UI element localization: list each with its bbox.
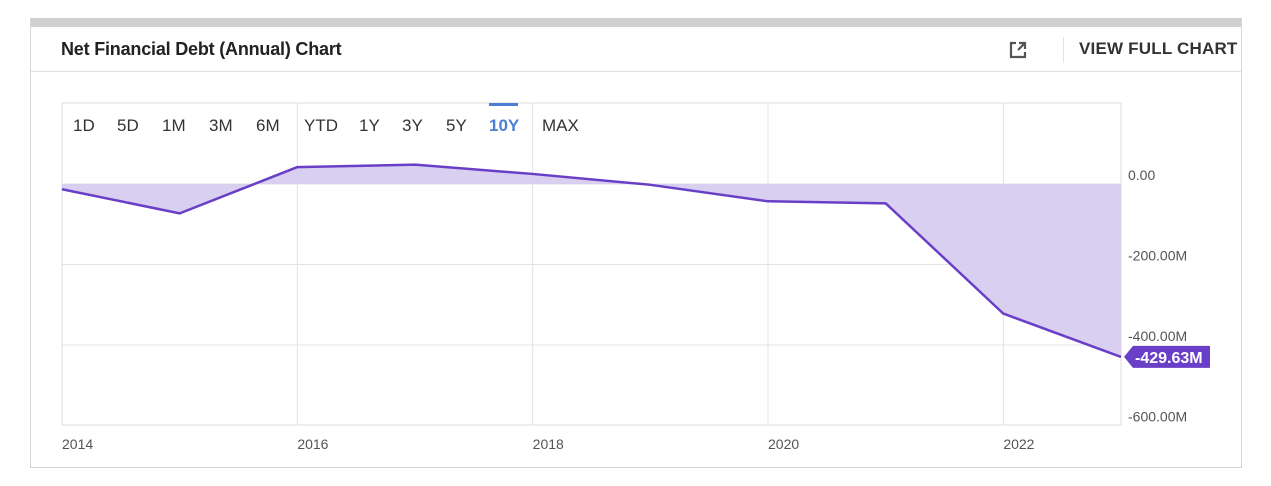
series-line — [61, 163, 1122, 359]
range-button-1y[interactable]: 1Y — [359, 116, 380, 135]
external-link-icon[interactable] — [1007, 39, 1029, 61]
range-button-10y[interactable]: 10Y — [489, 116, 520, 135]
x-tick-label: 2022 — [1003, 436, 1034, 452]
view-full-chart-link[interactable]: VIEW FULL CHART — [1079, 39, 1238, 58]
range-button-ytd[interactable]: YTD — [304, 116, 338, 135]
y-tick-label: -600.00M — [1128, 409, 1187, 425]
last-value-label: -429.63M — [1135, 350, 1203, 367]
y-tick-label: 0.00 — [1128, 167, 1155, 183]
range-button-5d[interactable]: 5D — [117, 116, 139, 135]
y-tick-label: -200.00M — [1128, 248, 1187, 264]
range-button-6m[interactable]: 6M — [256, 116, 280, 135]
last-value-badge — [1124, 345, 1210, 368]
x-tick-label: 2016 — [297, 436, 328, 452]
x-tick-label: 2018 — [533, 436, 564, 452]
area-fill — [62, 164, 1121, 357]
range-button-1d[interactable]: 1D — [73, 116, 95, 135]
x-tick-label: 2014 — [62, 436, 93, 452]
header-divider — [1063, 37, 1064, 63]
x-tick-label: 2020 — [768, 436, 799, 452]
range-button-max[interactable]: MAX — [542, 116, 579, 135]
card-header: Net Financial Debt (Annual) Chart VIEW F… — [31, 27, 1241, 72]
range-button-1m[interactable]: 1M — [162, 116, 186, 135]
card-top-bar — [31, 18, 1241, 27]
y-tick-label: -400.00M — [1128, 328, 1187, 344]
range-button-5y[interactable]: 5Y — [446, 116, 467, 135]
active-range-indicator — [489, 103, 518, 106]
range-button-3y[interactable]: 3Y — [402, 116, 423, 135]
range-button-3m[interactable]: 3M — [209, 116, 233, 135]
chart-title: Net Financial Debt (Annual) Chart — [61, 39, 342, 59]
